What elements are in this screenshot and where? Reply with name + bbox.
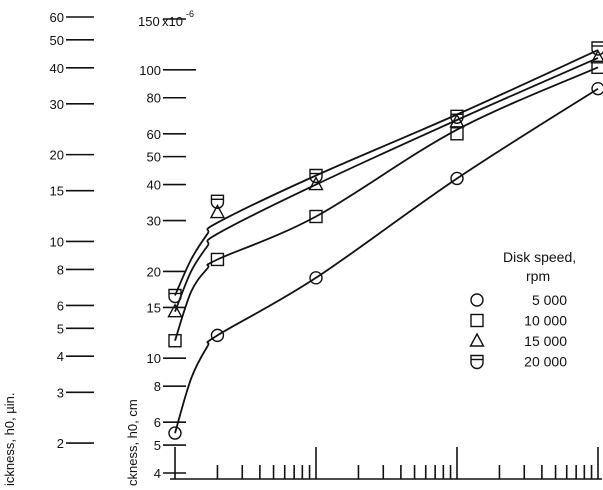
legend-title: Disk speed, <box>503 249 576 265</box>
inner-axis-multiplier: x10 <box>162 14 183 29</box>
series-curve-triangle <box>174 57 599 313</box>
data-point-triangle <box>590 49 603 64</box>
inner-axis-tick-label: 8 <box>154 379 161 394</box>
data-point-square <box>309 209 323 224</box>
legend-item-label: 10 000 <box>524 313 567 329</box>
outer-axis-tick-label: 10 <box>50 234 64 249</box>
data-point-cup <box>591 41 603 56</box>
data-point-square <box>450 127 464 141</box>
data-point-circle <box>591 81 603 96</box>
inner-axis-tick-label: 10 <box>147 351 161 366</box>
legend-subtitle: rpm <box>526 268 550 284</box>
inner-axis-tick-label: 60 <box>147 127 161 142</box>
series-curve-square <box>174 66 599 341</box>
inner-axis-exponent: -6 <box>186 9 194 19</box>
inner-axis-tick-label: 20 <box>147 264 161 279</box>
inner-axis-label: ckness, h0, cm <box>125 399 140 486</box>
inner-axis-max-label: 150 <box>138 14 160 29</box>
inner-axis-tick-label: 30 <box>147 214 161 229</box>
inner-axis-tick-label: 5 <box>154 438 161 453</box>
legend-item-label: 15 000 <box>524 333 567 349</box>
x-axis <box>170 447 602 480</box>
data-point-cup <box>168 288 182 304</box>
outer-axis-tick-label: 4 <box>57 349 64 364</box>
outer-axis-tick-label: 30 <box>50 97 64 112</box>
data-point-circle <box>309 271 323 285</box>
inner-axis-tick-label: 50 <box>147 150 161 165</box>
inner-axis-tick-label: 15 <box>147 300 161 315</box>
series-curve-circle <box>174 87 599 434</box>
data-point-cup <box>309 168 323 184</box>
inner-axis-tick-label: 40 <box>147 178 161 193</box>
outer-axis: 60 50 40 30 20 15 10 8 6 5 4 3 2 <box>50 10 94 451</box>
outer-axis-tick-label: 6 <box>57 298 64 313</box>
legend: Disk speed, rpm 5 000 10 000 15 000 20 000 <box>469 249 576 370</box>
outer-axis-tick-label: 2 <box>57 436 64 451</box>
data-point-square <box>591 60 603 75</box>
legend-item-label: 5 000 <box>532 292 567 308</box>
legend-item-label: 20 000 <box>524 354 567 370</box>
markers <box>167 41 603 440</box>
outer-axis-tick-label: 3 <box>57 385 64 400</box>
data-point-cup <box>210 194 225 209</box>
curves <box>174 49 599 434</box>
inner-axis-tick-label: 6 <box>154 415 161 430</box>
outer-axis-tick-label: 60 <box>50 10 64 25</box>
data-point-circle <box>210 328 225 343</box>
data-point-cup <box>450 109 464 124</box>
outer-axis-label: ickness, h0, µin. <box>2 393 17 486</box>
legend-marker-cup <box>470 354 484 370</box>
data-point-square <box>168 334 182 348</box>
legend-marker-circle <box>470 293 484 307</box>
outer-axis-tick-label: 5 <box>57 321 64 336</box>
outer-axis-tick-label: 50 <box>50 33 64 48</box>
inner-axis-tick-label: 100 <box>139 63 161 78</box>
series-curve-cup <box>174 49 599 296</box>
legend-marker-square <box>470 313 484 328</box>
data-point-circle <box>168 426 182 440</box>
data-point-triangle <box>167 303 183 318</box>
legend-marker-triangle <box>469 332 485 347</box>
outer-axis-tick-label: 20 <box>50 148 64 163</box>
inner-axis-tick-label: 80 <box>147 91 161 106</box>
data-point-triangle <box>308 176 324 191</box>
data-point-circle <box>450 171 464 186</box>
data-point-triangle <box>449 113 465 128</box>
inner-axis-tick-label: 4 <box>154 466 161 481</box>
data-point-square <box>210 252 225 267</box>
outer-axis-tick-label: 15 <box>50 184 64 199</box>
inner-axis: 150 x10 -6 100 80 60 50 40 30 20 15 10 8 6 5 4 <box>138 9 196 481</box>
outer-axis-tick-label: 40 <box>50 61 64 76</box>
data-point-triangle <box>209 204 226 219</box>
outer-axis-tick-label: 8 <box>57 262 64 277</box>
